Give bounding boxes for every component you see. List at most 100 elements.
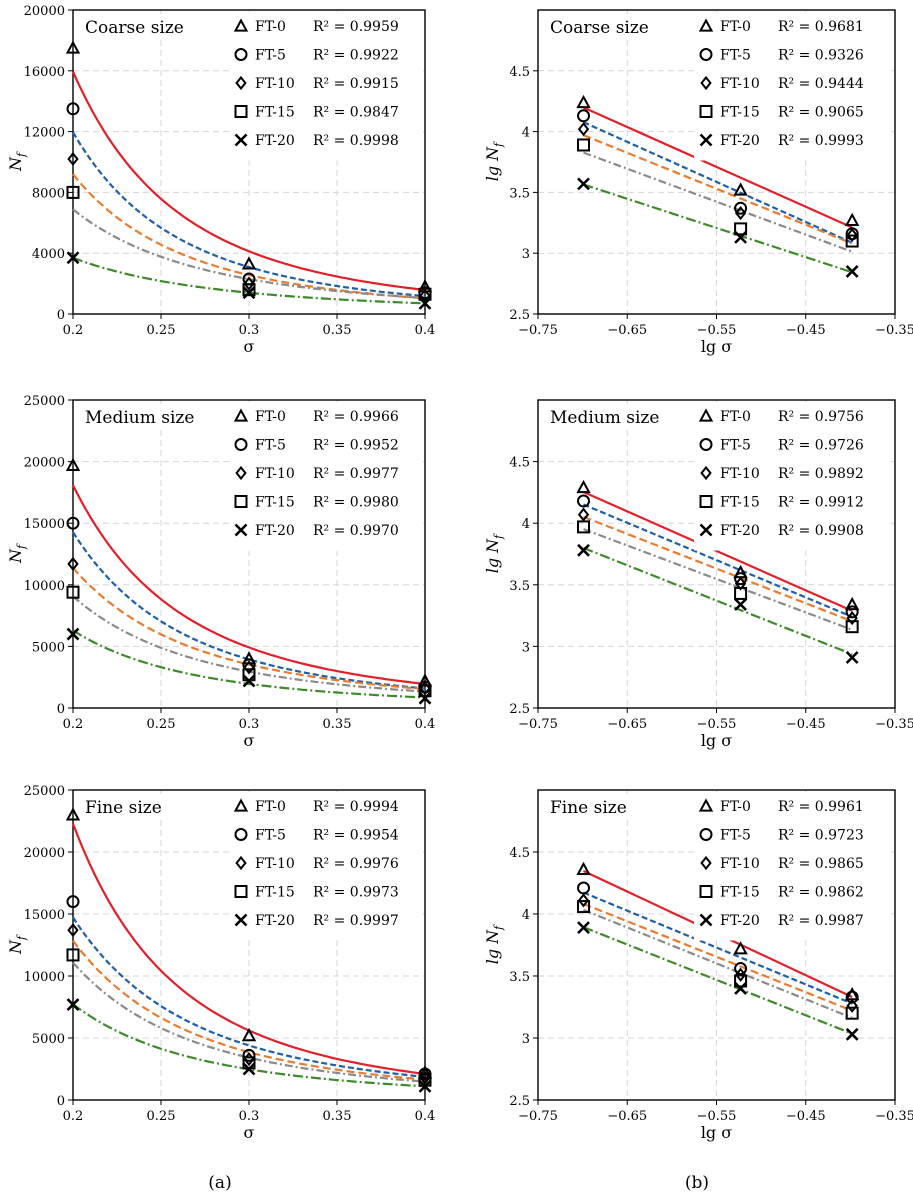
legend-r2: R² = 0.9973 xyxy=(313,885,399,901)
panel-title: Fine size xyxy=(550,798,627,818)
panel-title-bg xyxy=(81,794,199,820)
y-tick-label: 4.5 xyxy=(509,65,530,80)
y-tick-label: 5000 xyxy=(32,640,65,655)
legend-r2: R² = 0.9997 xyxy=(313,913,399,929)
y-tick-label: 25000 xyxy=(24,394,65,409)
legend-marker-ft-15 xyxy=(699,885,713,898)
x-axis-label: lg σ xyxy=(701,1123,732,1142)
legend-r2: R² = 0.9892 xyxy=(778,466,864,482)
data-point-ft-15 xyxy=(577,138,591,152)
data-point-ft-10 xyxy=(243,660,255,675)
x-tick-label: −0.75 xyxy=(518,323,558,338)
legend-r2: R² = 0.9865 xyxy=(778,856,864,872)
x-tick-label: 0.35 xyxy=(323,323,352,338)
chart-coarse-b: −0.75 −0.65 −0.55 −0.45 −0.35 2.5 3 3.5 4 4.5 lg σ… xyxy=(483,9,913,356)
data-point-ft-15 xyxy=(734,586,748,600)
legend-label: FT-20 xyxy=(720,523,760,539)
y-tick-label: 4.5 xyxy=(509,846,530,861)
legend-label: FT-0 xyxy=(255,19,286,35)
fit-line-ft-10 xyxy=(583,902,853,1012)
y-tick-label: 2.5 xyxy=(509,702,530,717)
fit-line-ft-15 xyxy=(72,208,426,300)
data-point-ft-5 xyxy=(66,895,80,909)
data-point-ft-15 xyxy=(66,585,80,599)
y-axis-label: lg Nf xyxy=(483,141,505,181)
data-point-ft-5 xyxy=(577,881,591,895)
x-tick-label: 0.2 xyxy=(63,323,84,338)
legend-marker-ft-20 xyxy=(234,913,248,927)
panel-title-bg xyxy=(546,404,664,430)
y-axis-label: Nf xyxy=(6,543,28,564)
fit-line-ft-0 xyxy=(71,71,426,292)
y-tick-label: 3.5 xyxy=(509,579,530,594)
legend-marker-ft-5 xyxy=(234,438,248,451)
legend-label: FT-5 xyxy=(255,48,286,64)
legend-marker-ft-0 xyxy=(698,408,714,422)
data-point-ft-0 xyxy=(844,596,860,611)
fit-line-ft-5 xyxy=(583,891,853,1005)
x-tick-label: −0.35 xyxy=(875,1109,913,1124)
data-point-ft-5 xyxy=(66,516,80,530)
data-point-ft-15 xyxy=(418,684,432,698)
fit-line-ft-10 xyxy=(72,567,426,691)
x-tick-label: −0.35 xyxy=(875,717,913,732)
data-point-ft-20 xyxy=(66,251,80,265)
data-point-ft-15 xyxy=(577,520,591,534)
legend-marker-ft-0 xyxy=(233,18,249,32)
data-point-ft-15 xyxy=(734,222,748,236)
data-point-ft-15 xyxy=(845,234,859,248)
data-point-ft-15 xyxy=(845,620,859,634)
legend-r2: R² = 0.9065 xyxy=(778,105,864,121)
data-point-ft-0 xyxy=(65,457,81,471)
legend-bg xyxy=(694,792,891,941)
legend-label: FT-5 xyxy=(720,828,751,844)
legend-r2: R² = 0.9912 xyxy=(778,495,864,511)
x-tick-label: −0.45 xyxy=(786,323,826,338)
data-point-ft-10 xyxy=(577,893,590,908)
y-tick-label: 5000 xyxy=(32,1032,65,1047)
chart-fine-b: −0.75 −0.65 −0.55 −0.45 −0.35 2.5 3 3.5 4 4.5 lg σ… xyxy=(483,789,913,1142)
legend-r2: R² = 0.9961 xyxy=(778,799,864,815)
legend-r2: R² = 0.9326 xyxy=(778,48,864,64)
data-point-ft-10 xyxy=(243,276,255,291)
y-tick-label: 16000 xyxy=(24,65,65,80)
x-axis-label: lg σ xyxy=(701,731,732,750)
y-axis-label: lg Nf xyxy=(483,533,505,573)
caption-a: (a) xyxy=(208,1173,231,1193)
panel-title-bg xyxy=(546,14,664,40)
x-tick-label: 0.4 xyxy=(415,1109,436,1124)
legend-r2: R² = 0.9959 xyxy=(313,19,399,35)
legend-label: FT-20 xyxy=(255,133,295,149)
data-point-ft-20 xyxy=(845,651,859,664)
data-point-ft-5 xyxy=(242,658,256,672)
fit-line-ft-20 xyxy=(583,546,853,656)
legend-label: FT-15 xyxy=(720,885,760,901)
fit-line-ft-0 xyxy=(583,106,853,229)
legend-r2: R² = 0.9922 xyxy=(313,48,399,64)
y-tick-label: 4 xyxy=(522,908,530,923)
x-tick-label: 0.25 xyxy=(147,323,176,338)
legend-label: FT-15 xyxy=(720,495,760,511)
x-tick-label: −0.55 xyxy=(697,1109,737,1124)
panel-title: Coarse size xyxy=(550,18,649,38)
legend-label: FT-0 xyxy=(720,799,751,815)
legend-r2: R² = 0.9954 xyxy=(313,828,399,844)
legend-label: FT-20 xyxy=(720,913,760,929)
y-tick-label: 3 xyxy=(522,1032,530,1047)
fit-line-ft-5 xyxy=(72,531,426,690)
data-point-ft-0 xyxy=(733,941,748,955)
legend-marker-ft-20 xyxy=(699,523,713,537)
panel-title: Fine size xyxy=(85,798,162,818)
legend-r2: R² = 0.9862 xyxy=(778,885,864,901)
y-tick-label: 10000 xyxy=(24,970,65,985)
data-point-ft-20 xyxy=(734,230,748,244)
legend-r2: R² = 0.9444 xyxy=(778,76,864,92)
data-point-ft-20 xyxy=(734,981,748,995)
data-point-ft-5 xyxy=(734,201,748,215)
legend-marker-ft-10 xyxy=(700,855,712,871)
data-point-ft-5 xyxy=(845,990,859,1004)
legend-label: FT-5 xyxy=(720,48,751,64)
x-axis-label: σ xyxy=(244,731,255,750)
data-point-ft-15 xyxy=(242,283,256,297)
